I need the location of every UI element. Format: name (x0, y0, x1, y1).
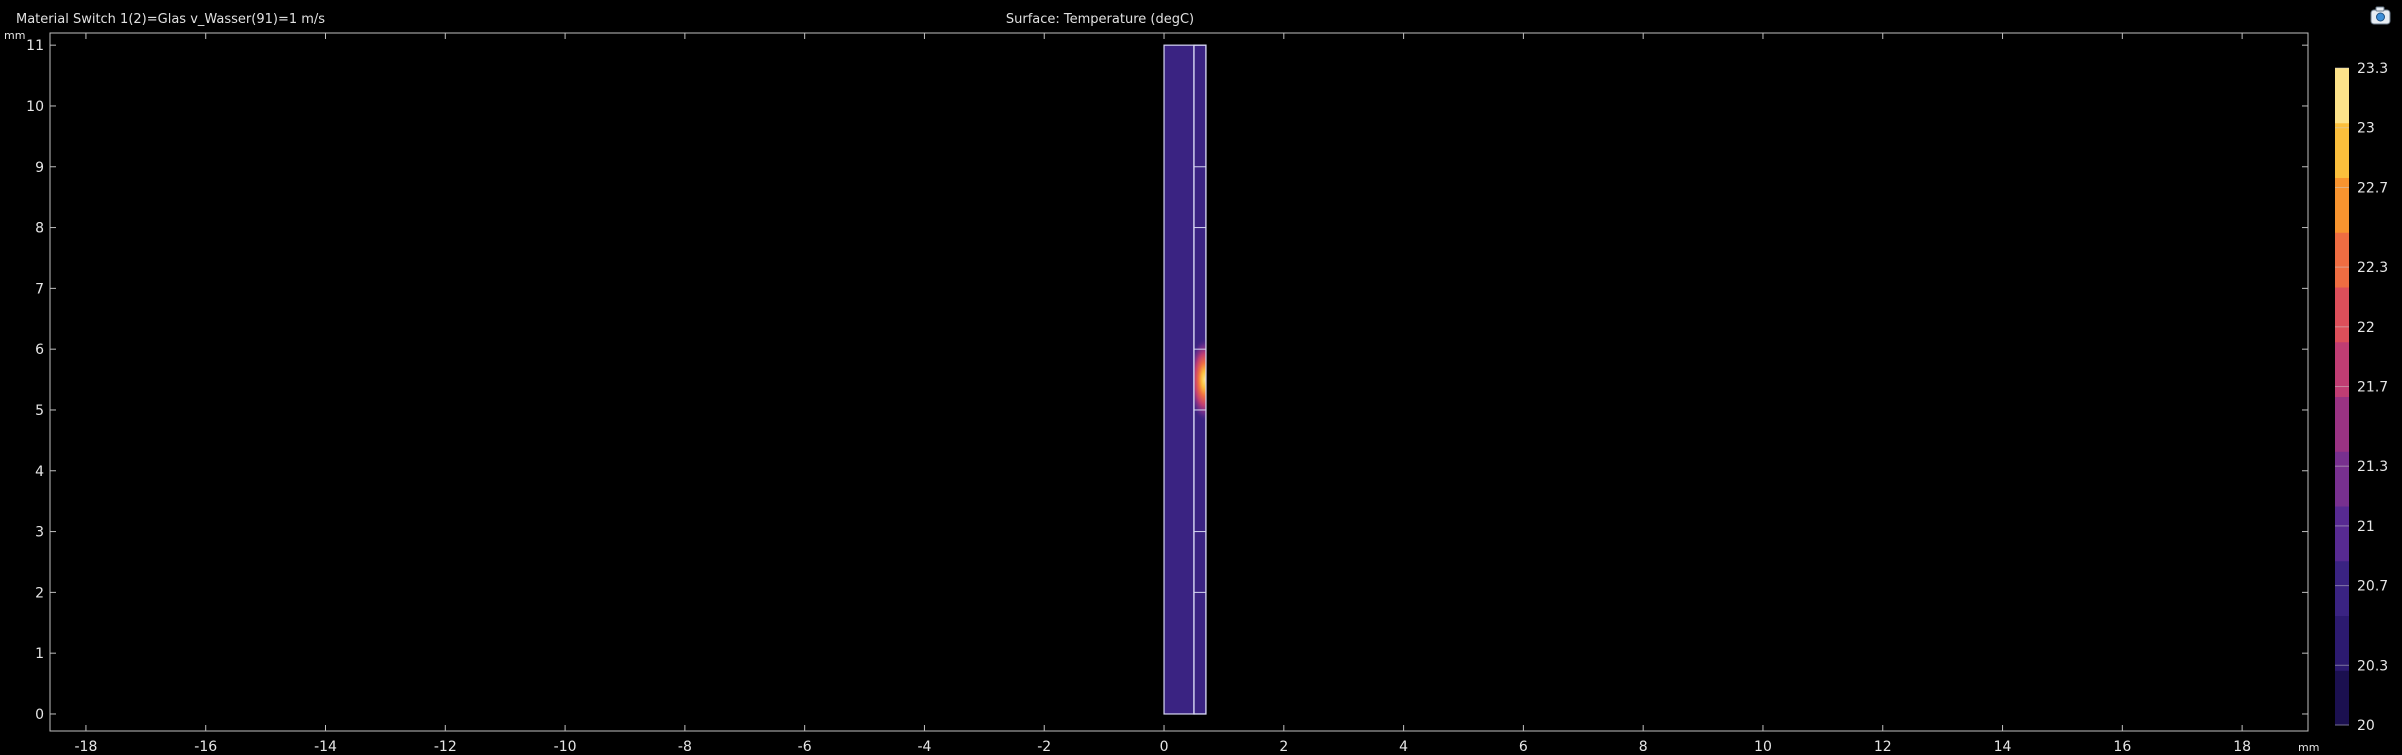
y-tick-label: 7 (35, 281, 44, 297)
outer-domain-border (1193, 44, 1207, 715)
colorbar-band (2335, 122, 2349, 178)
colorbar-tick-label: 21.3 (2357, 459, 2388, 475)
y-tick-label: 10 (26, 99, 44, 115)
colorbar-tick-label: 22.7 (2357, 180, 2388, 196)
y-tick-label: 8 (35, 221, 44, 237)
colorbar-tick-label: 20 (2357, 718, 2375, 734)
x-tick-label: -8 (678, 739, 692, 755)
colorbar: 23.3 23 22.7 22.3 22 21.7 21.3 21 20.7 20.3 20 (2335, 61, 2388, 734)
colorbar-band (2335, 287, 2349, 343)
colorbar-band (2335, 341, 2349, 397)
colorbar-band (2335, 560, 2349, 616)
x-tick-label: 0 (1160, 739, 1169, 755)
x-tick-label: -14 (314, 739, 337, 755)
colorbar-band (2335, 177, 2349, 233)
y-tick-label: 3 (35, 525, 44, 541)
x-tick-label: 12 (1874, 739, 1892, 755)
colorbar-band (2335, 68, 2349, 124)
y-axis-unit: mm (4, 29, 25, 42)
colorbar-band (2335, 396, 2349, 452)
colorbar-band (2335, 232, 2349, 288)
inner-domain[interactable] (1163, 44, 1195, 715)
colorbar-tick-label: 20.7 (2357, 579, 2388, 595)
colorbar-tick-label: 22.3 (2357, 260, 2388, 276)
colorbar-band (2335, 451, 2349, 507)
x-tick-label: 6 (1519, 739, 1528, 755)
y-tick-label: 0 (35, 707, 44, 723)
y-tick-label: 1 (35, 646, 44, 662)
x-tick-label: 10 (1754, 739, 1772, 755)
colorbar-tick-label: 23 (2357, 121, 2375, 137)
y-tick-label: 6 (35, 342, 44, 358)
camera-view-icon[interactable] (2368, 4, 2394, 28)
x-tick-label: 14 (1994, 739, 2012, 755)
x-tick-label: -4 (917, 739, 931, 755)
x-tick-label: 16 (2113, 739, 2131, 755)
x-tick-label: -18 (74, 739, 97, 755)
axis-ticks: -18 -16 -14 -12 -10 -8 -6 -4 -2 0 2 4 6 8 10 12 14 16 1801… (26, 33, 2308, 755)
y-tick-label: 9 (35, 160, 44, 176)
x-tick-label: -16 (194, 739, 217, 755)
colorbar-tick-label: 21.7 (2357, 380, 2388, 396)
temperature-hotspot (1193, 337, 1206, 422)
colorbar-tick-label: 21 (2357, 519, 2375, 535)
x-tick-label: 18 (2233, 739, 2251, 755)
plot-subtitle: Material Switch 1(2)=Glas v_Wasser(91)=1… (16, 12, 326, 27)
camera-icon-graphic (2370, 6, 2391, 25)
x-tick-label: 4 (1399, 739, 1408, 755)
colorbar-tick-label: 20.3 (2357, 658, 2388, 674)
x-tick-label: -2 (1037, 739, 1051, 755)
axes-frame (49, 32, 2309, 732)
x-tick-label: 2 (1279, 739, 1288, 755)
y-tick-label: 4 (35, 464, 44, 480)
colorbar-tick-label: 22 (2357, 320, 2375, 336)
colorbar-band (2335, 506, 2349, 562)
plot-title: Surface: Temperature (degC) (1005, 12, 1195, 27)
x-tick-label: -6 (798, 739, 812, 755)
x-axis-unit: mm (2298, 741, 2319, 754)
y-tick-label: 5 (35, 403, 44, 419)
colorbar-band (2335, 670, 2349, 726)
colorbar-tick-label: 23.3 (2357, 61, 2388, 77)
x-tick-label: 8 (1639, 739, 1648, 755)
colorbar-band (2335, 615, 2349, 671)
y-tick-label: 2 (35, 585, 44, 601)
x-tick-label: -10 (554, 739, 577, 755)
boundary-marks (1193, 166, 1206, 593)
y-tick-label: 11 (26, 38, 44, 54)
x-tick-label: -12 (434, 739, 457, 755)
